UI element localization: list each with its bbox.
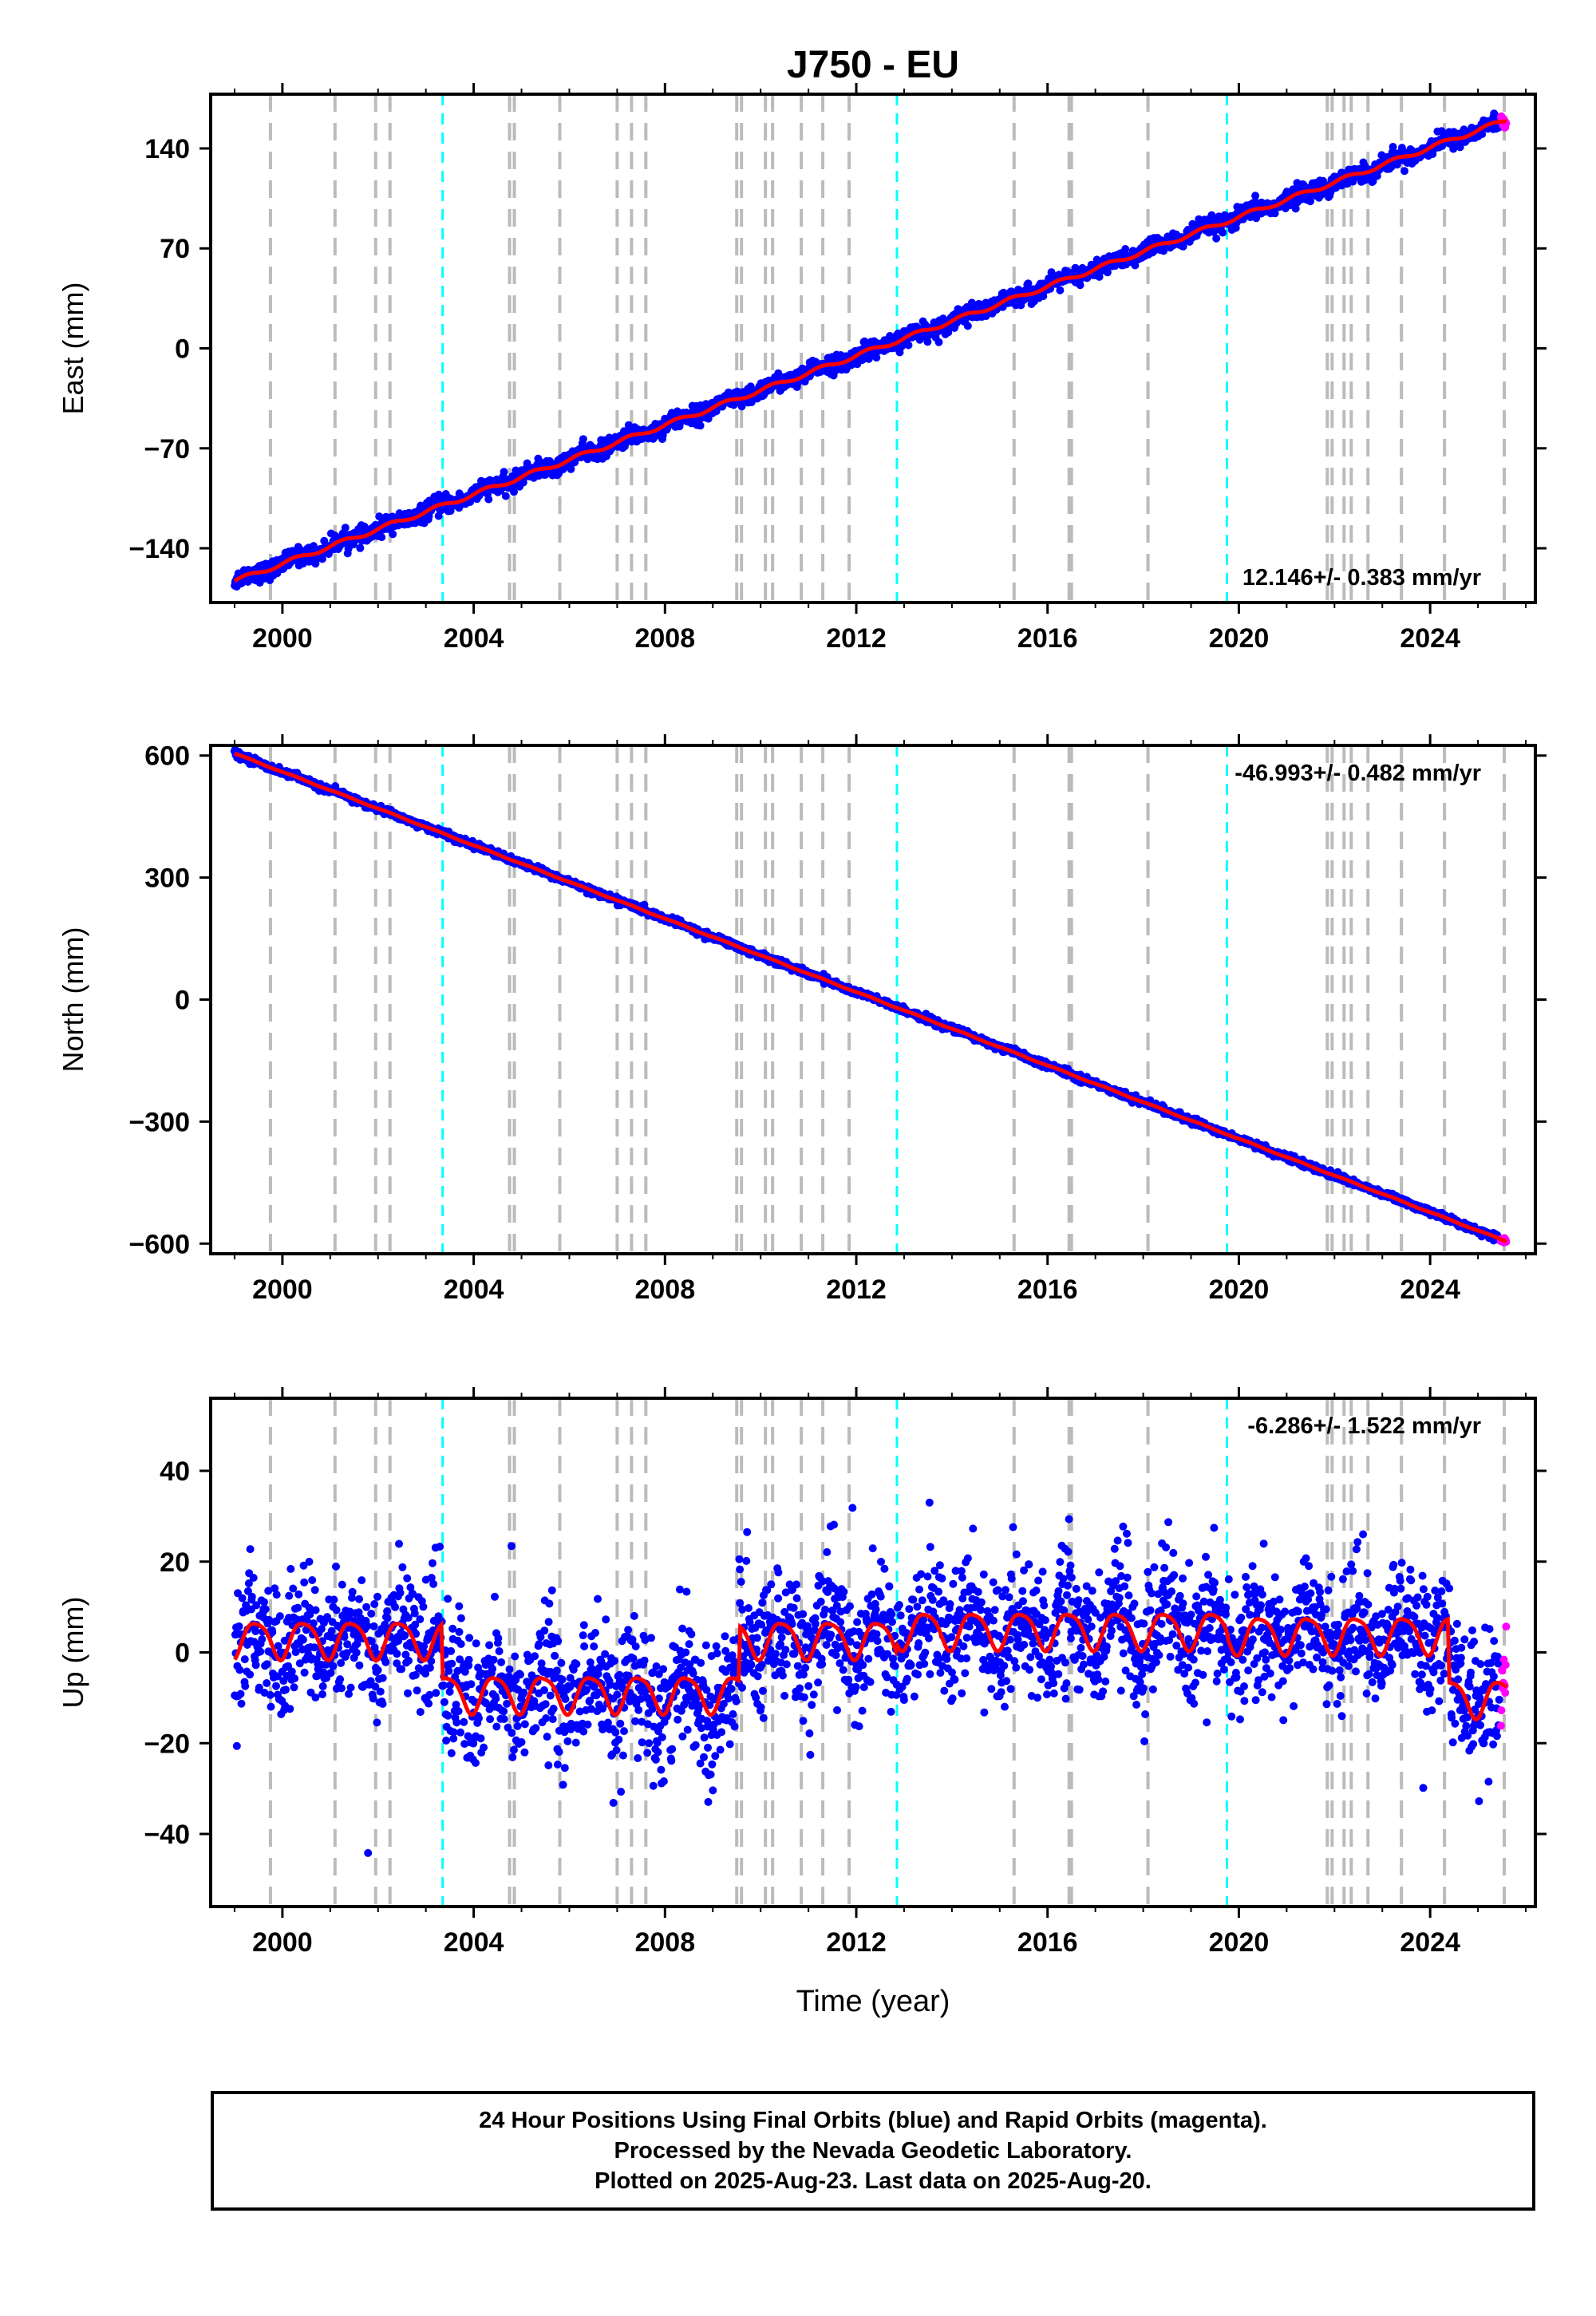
data-point — [696, 421, 705, 430]
data-point — [356, 543, 365, 552]
x-tick-label: 2016 — [1017, 623, 1078, 654]
data-point — [341, 524, 350, 532]
data-point — [872, 354, 881, 362]
data-point — [1389, 143, 1397, 151]
x-tick-label: 2024 — [1400, 623, 1460, 654]
y-tick-label: −140 — [128, 534, 190, 564]
data-point — [1478, 130, 1487, 139]
data-point — [1270, 209, 1279, 218]
data-point — [1095, 272, 1104, 281]
chart-title: J750 - EU — [787, 44, 959, 86]
data-point — [923, 338, 932, 346]
data-point — [974, 299, 983, 308]
data-point — [737, 402, 746, 411]
data-point — [500, 468, 508, 476]
data-point — [1207, 211, 1216, 219]
data-point — [904, 341, 913, 350]
rate-label: 12.146+/- 0.383 mm/yr — [1242, 565, 1481, 591]
data-point — [1103, 268, 1112, 277]
data-point — [579, 435, 587, 444]
data-point — [318, 555, 326, 563]
data-point — [1306, 197, 1314, 206]
data-point — [1291, 204, 1300, 213]
data-point — [389, 530, 397, 539]
data-point — [1159, 247, 1168, 255]
data-point — [484, 495, 493, 504]
data-point — [934, 338, 943, 346]
x-tick-label: 2012 — [826, 623, 887, 654]
data-point — [377, 533, 386, 542]
y-tick-label: 70 — [160, 234, 190, 264]
y-axis-label: East (mm) — [57, 283, 89, 415]
data-point — [510, 488, 518, 496]
data-point — [1121, 245, 1130, 253]
y-tick-label: 0 — [175, 334, 190, 365]
x-tick-label: 2008 — [634, 623, 695, 654]
data-point — [1131, 261, 1140, 270]
data-point — [320, 536, 329, 545]
data-point — [1024, 279, 1033, 288]
data-point — [1251, 192, 1260, 200]
data-point — [963, 322, 972, 330]
data-point — [1219, 228, 1227, 237]
data-point — [1400, 167, 1408, 176]
y-tick-label: 140 — [144, 134, 190, 164]
data-point — [519, 478, 527, 487]
east-model-line — [233, 119, 1507, 583]
x-tick-label: 2000 — [252, 623, 313, 654]
x-tick-label: 2004 — [444, 623, 504, 654]
x-tick-label: 2020 — [1209, 623, 1270, 654]
east-panel: 140 70 0 −70 −140 2000 2004 2008 2012 2016 2020 202… — [57, 83, 1547, 654]
data-point — [501, 492, 510, 500]
data-point — [1076, 281, 1084, 290]
y-tick-label: −70 — [144, 434, 190, 464]
data-point — [1212, 234, 1221, 243]
data-point — [1056, 286, 1065, 294]
